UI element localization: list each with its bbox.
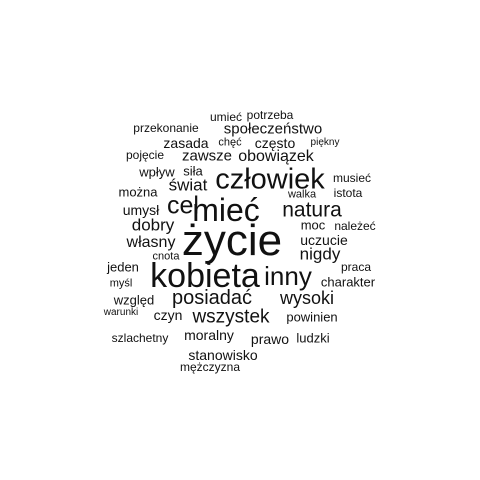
word-moc: moc	[300, 217, 326, 233]
word-piekny: piękny	[310, 137, 340, 148]
word-wszystek: wszystek	[192, 306, 270, 328]
word-warunki: warunki	[103, 307, 139, 318]
word-potrzeba: potrzeba	[246, 108, 294, 122]
word-stanowisko: stanowisko	[188, 347, 258, 363]
word-charakter: charakter	[320, 274, 376, 290]
word-nalezec: należeć	[334, 219, 376, 233]
word-natura: natura	[282, 198, 342, 222]
word-sila: siła	[183, 163, 203, 179]
word-uczucie: uczucie	[300, 232, 348, 248]
word-zasada: zasada	[163, 135, 209, 151]
word-istota: istota	[333, 186, 363, 200]
word-pojecie: pojęcie	[125, 148, 165, 162]
word-chec: chęć	[218, 136, 242, 149]
word-walka: walka	[287, 188, 317, 201]
word-jeden: jeden	[107, 259, 139, 275]
word-moralny: moralny	[184, 327, 234, 343]
word-spoleczenstwo: społeczeństwo	[223, 120, 323, 138]
word-czyn: czyn	[153, 307, 183, 323]
word-ludzki: ludzki	[296, 330, 330, 346]
word-posiadac: posiadać	[171, 287, 253, 309]
word-zawsze: zawsze	[181, 147, 233, 165]
word-musiec: musieć	[332, 171, 372, 185]
word-zycie: życie	[181, 216, 283, 265]
word-nigdy: nigdy	[299, 244, 341, 264]
word-wplyw: wpływ	[139, 164, 175, 180]
word-obowiazek: obowiązek	[238, 148, 314, 165]
word-czesto: często	[254, 135, 296, 151]
word-wlasny: własny	[126, 234, 176, 251]
word-przekonanie: przekonanie	[133, 121, 199, 135]
word-inny: inny	[264, 261, 312, 291]
word-szlachetny: szlachetny	[111, 331, 169, 345]
word-umiec: umieć	[209, 110, 243, 124]
word-miec: mieć	[192, 192, 260, 228]
word-mozna: można	[118, 184, 158, 200]
word-cnota: cnota	[152, 250, 180, 263]
word-wzglad: względ	[113, 292, 155, 308]
word-umysl: umysł	[122, 202, 160, 218]
word-dobry: dobry	[131, 215, 175, 235]
word-kobieta: kobieta	[150, 257, 260, 295]
word-mysl: myśl	[109, 277, 133, 290]
word-czlowiek: człowiek	[215, 163, 325, 196]
word-mezczyzna: mężczyzna	[179, 360, 241, 374]
word-wysoki: wysoki	[279, 288, 335, 308]
word-powinien: powinien	[286, 309, 338, 325]
word-praca: praca	[340, 260, 372, 274]
word-prawo: prawo	[250, 331, 290, 347]
word-swiat: świat	[168, 175, 208, 195]
word-cel: cel	[167, 191, 199, 220]
